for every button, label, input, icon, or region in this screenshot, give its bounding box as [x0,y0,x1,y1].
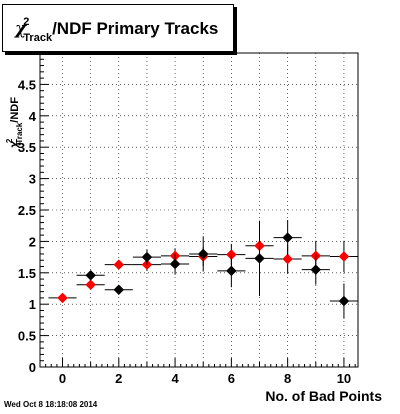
data-point-red [338,251,350,262]
timestamp-footer: Wed Oct 8 18:18:08 2014 [4,400,98,409]
data-point-red [113,259,125,270]
title-chi-symbol: χ [15,19,27,39]
chart-title-box: χ2 Track/NDF Primary Tracks [2,4,234,52]
x-tick-label: 10 [337,371,351,386]
ylabel-subscript: Track [15,122,24,143]
data-point-black [169,258,181,270]
ylabel-rest: /NDF [9,97,21,123]
y-tick-label: 3.5 [18,140,36,155]
data-point-black [282,232,293,243]
data-point-black [141,251,153,263]
x-tick-label: 4 [171,371,179,386]
title-rest: /NDF Primary Tracks [52,19,219,38]
y-tick-label: 1 [29,297,36,312]
data-point-red [282,253,293,265]
x-tick-label: 2 [115,371,122,386]
svg-text:χ2Track/NDF: χ2Track/NDF [5,97,24,148]
y-tick-label: 0.5 [18,329,36,344]
title-superscript: 2 [23,16,30,28]
y-tick-label: 4 [29,109,37,124]
data-point-black [197,248,209,260]
y-tick-label: 1.5 [18,266,36,281]
y-tick-label: 2.5 [18,203,36,218]
data-point-black [338,295,350,307]
x-tick-label: 0 [59,371,66,386]
title-subscript: Track [23,32,53,44]
data-point-black [310,264,322,276]
y-axis-label: χ2Track/NDF [2,52,24,148]
data-point-red [85,279,97,291]
y-tick-label: 2 [29,234,36,249]
ylabel-superscript: 2 [5,138,14,143]
plot-frame [39,52,359,368]
data-point-black [113,284,125,296]
data-point-red [57,292,68,304]
x-tick-label: 6 [228,371,235,386]
x-tick-label: 8 [284,371,291,386]
data-point-black [85,269,97,281]
y-tick-label: 0 [29,360,36,375]
data-point-black [254,253,265,264]
chart-title: χ2 Track/NDF Primary Tracks [15,16,219,44]
y-tick-label: 4.5 [18,77,36,92]
ylabel-chi-symbol: χ [7,140,21,148]
data-point-black [226,265,237,277]
x-axis-label: No. of Bad Points [265,388,382,404]
y-tick-label: 3 [29,172,36,187]
